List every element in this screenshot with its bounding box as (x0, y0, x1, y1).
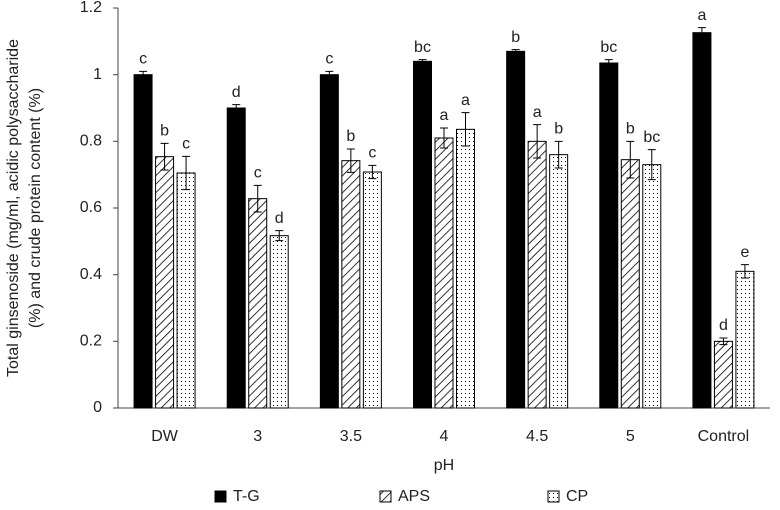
significance-letter: b (346, 128, 355, 145)
error-bar (440, 127, 448, 149)
y-tick-label: 0.2 (80, 333, 102, 350)
legend-label: CP (566, 488, 588, 505)
y-tick-label: 0.4 (80, 266, 102, 283)
y-tick-label: 0.8 (80, 133, 102, 150)
legend-swatch (547, 490, 560, 503)
significance-letter: a (461, 92, 470, 109)
error-bar (533, 124, 542, 159)
significance-letter: e (740, 244, 749, 261)
legend-item: T-G (214, 488, 260, 505)
bar (413, 60, 432, 409)
bar (735, 270, 755, 409)
legend-label: T-G (233, 488, 260, 505)
bar (549, 154, 569, 409)
error-bar (346, 148, 355, 173)
error-bar (368, 164, 377, 180)
error-bar (253, 184, 262, 213)
error-bar (325, 70, 334, 79)
y-label-line: Total ginsenoside (mg/ml, acidic polysac… (5, 39, 22, 377)
x-axis-label: pH (434, 457, 454, 474)
legend-swatch (379, 490, 392, 503)
significance-letter: c (139, 51, 147, 68)
error-bar (511, 49, 520, 54)
bar (269, 235, 289, 409)
significance-letter: d (275, 210, 284, 227)
significance-letter: d (232, 84, 241, 101)
bar (434, 137, 454, 409)
significance-letter: c (325, 51, 333, 68)
bar (506, 50, 526, 409)
significance-letter: bc (643, 129, 660, 146)
error-bar (554, 140, 563, 169)
legend-item: CP (547, 488, 588, 505)
error-bar (139, 70, 148, 79)
bar (341, 160, 361, 409)
error-bar (604, 59, 613, 67)
significance-letter: a (697, 7, 706, 24)
bar (642, 164, 662, 409)
x-tick-label: Control (698, 428, 750, 445)
bar (319, 74, 339, 409)
y-tick-label: 1.2 (80, 0, 102, 16)
bar (362, 171, 382, 409)
error-bar (647, 149, 656, 181)
significance-letter: d (719, 317, 728, 334)
bar (620, 159, 640, 409)
error-bar (182, 155, 191, 191)
bar (226, 107, 246, 409)
bar (248, 198, 268, 409)
bar (133, 74, 153, 409)
significance-letter: a (533, 104, 542, 121)
error-bar (697, 27, 706, 39)
x-tick-label: 3.5 (340, 428, 362, 445)
bar (713, 340, 733, 409)
y-label-line: (%) and crude protein content (%) (27, 88, 44, 328)
significance-letter: c (368, 145, 376, 162)
x-tick-label: 5 (626, 428, 635, 445)
significance-letter: bc (600, 39, 617, 56)
legend-label: APS (398, 488, 430, 505)
error-bar (740, 264, 749, 279)
error-bar (418, 59, 427, 64)
error-bar (626, 140, 635, 179)
y-axis-label: Total ginsenoside (mg/ml, acidic polysac… (5, 39, 44, 377)
x-tick-label: 4 (440, 428, 449, 445)
y-tick-label: 0 (93, 399, 102, 416)
x-tick-label: DW (151, 428, 179, 445)
error-bar (461, 112, 470, 147)
significance-letter: c (182, 136, 190, 153)
error-bar (719, 337, 728, 346)
significance-letter: c (254, 165, 262, 182)
error-bar (275, 230, 284, 242)
y-tick-label: 1 (93, 66, 102, 83)
error-bar (160, 142, 169, 171)
x-tick-label: 3 (253, 428, 262, 445)
bar (599, 62, 619, 409)
bar (527, 140, 547, 409)
legend-swatch (214, 490, 227, 503)
significance-letter: b (160, 123, 169, 140)
bar (176, 172, 196, 409)
legend-item: APS (379, 488, 430, 505)
bar (155, 156, 175, 409)
significance-letter: bc (414, 39, 431, 56)
bar (456, 128, 475, 409)
significance-letter: a (440, 107, 449, 124)
significance-letter: b (554, 121, 563, 138)
significance-letter: b (511, 29, 520, 46)
significance-letter: b (626, 121, 635, 138)
error-bar (232, 104, 241, 112)
bar (692, 32, 712, 409)
y-tick-label: 0.6 (80, 199, 102, 216)
x-tick-label: 4.5 (526, 428, 548, 445)
